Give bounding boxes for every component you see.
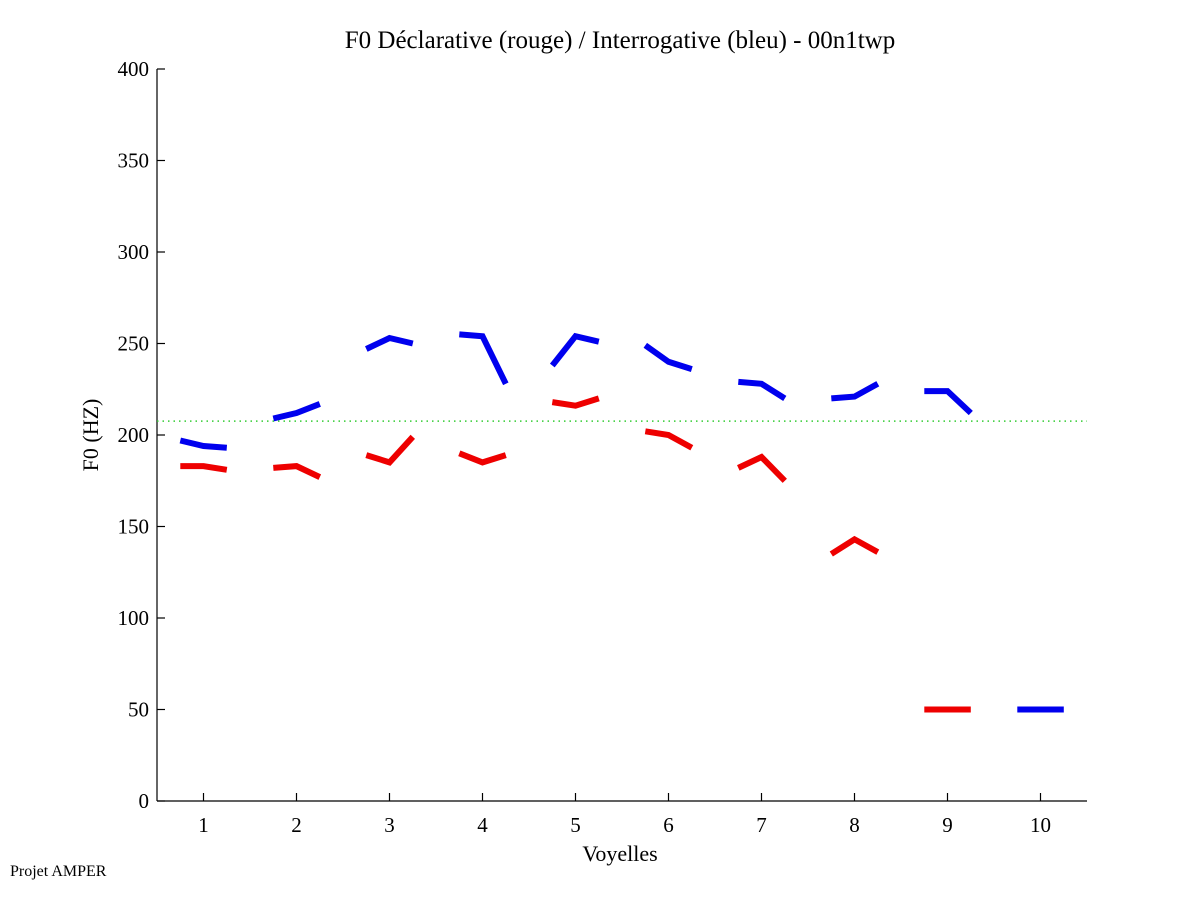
series-interrogative bbox=[179, 331, 1064, 713]
blue-segment-vowel-6 bbox=[643, 342, 693, 372]
x-tick-label: 8 bbox=[849, 813, 860, 837]
blue-segment-vowel-4 bbox=[459, 331, 509, 386]
x-tick-label: 3 bbox=[384, 813, 395, 837]
x-tick-label: 7 bbox=[756, 813, 767, 837]
y-tick-label: 50 bbox=[128, 698, 149, 722]
red-segment-vowel-2 bbox=[273, 463, 322, 480]
blue-segment-vowel-7 bbox=[738, 378, 787, 401]
y-axis-label: F0 (HZ) bbox=[78, 399, 103, 472]
y-tick-label: 0 bbox=[139, 789, 150, 813]
y-tick-label: 150 bbox=[118, 515, 150, 539]
red-segment-vowel-3 bbox=[365, 434, 416, 466]
y-tick-label: 400 bbox=[118, 57, 150, 81]
chart-title: F0 Déclarative (rouge) / Interrogative (… bbox=[345, 27, 896, 54]
blue-segment-vowel-8 bbox=[831, 381, 880, 402]
x-tick-label: 5 bbox=[570, 813, 581, 837]
blue-segment-vowel-3 bbox=[365, 334, 414, 352]
blue-segment-vowel-1 bbox=[179, 437, 228, 451]
x-axis-label: Voyelles bbox=[582, 841, 657, 866]
red-segment-vowel-8 bbox=[829, 535, 880, 557]
x-tick-label: 4 bbox=[477, 813, 488, 837]
series-declarative bbox=[180, 395, 971, 713]
x-tick-label: 6 bbox=[663, 813, 674, 837]
red-segment-vowel-1 bbox=[180, 463, 228, 473]
x-tick-label: 1 bbox=[198, 813, 209, 837]
blue-segment-vowel-2 bbox=[272, 401, 321, 422]
y-tick-label: 100 bbox=[118, 606, 150, 630]
blue-segment-vowel-5 bbox=[549, 332, 600, 368]
axes: 0 50 100 150 200 250 300 350 400 1 2 3 4 5 6 7 8 9 10 bbox=[118, 57, 1087, 837]
blue-segment-vowel-9 bbox=[924, 388, 973, 416]
y-tick-label: 300 bbox=[118, 240, 150, 264]
y-tick-label: 250 bbox=[118, 332, 150, 356]
red-segment-vowel-5 bbox=[551, 395, 600, 409]
x-tick-label: 9 bbox=[942, 813, 953, 837]
footer-credit: Projet AMPER bbox=[10, 863, 107, 880]
x-tick-label: 10 bbox=[1030, 813, 1051, 837]
x-tick-label: 2 bbox=[291, 813, 302, 837]
red-segment-vowel-7 bbox=[737, 453, 787, 483]
series-group bbox=[179, 331, 1064, 713]
y-tick-label: 350 bbox=[118, 149, 150, 173]
red-segment-vowel-6 bbox=[644, 428, 694, 451]
y-tick-label: 200 bbox=[118, 423, 150, 447]
red-segment-vowel-4 bbox=[458, 450, 507, 466]
